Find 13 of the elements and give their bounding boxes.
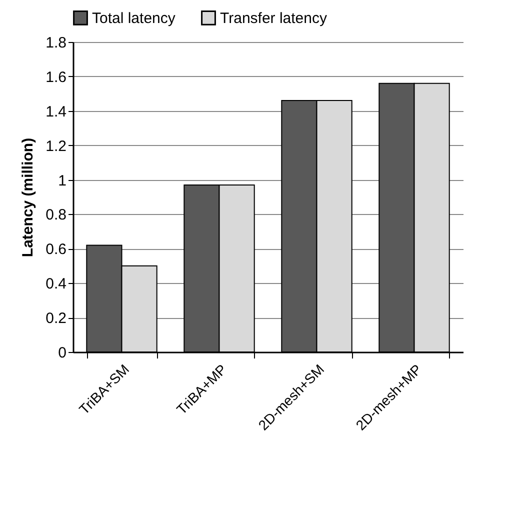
y-tick-label: 1 bbox=[58, 172, 66, 190]
y-tick-label: 0.8 bbox=[46, 206, 66, 224]
y-axis-title: Latency (million) bbox=[20, 138, 37, 258]
y-tick-label: 0.2 bbox=[46, 310, 66, 328]
y-tick-label: 1.2 bbox=[46, 138, 66, 155]
y-tick-label: 0.4 bbox=[46, 276, 66, 293]
y-tick-label: 1.4 bbox=[46, 103, 66, 120]
y-tick-label: 1.8 bbox=[46, 34, 66, 52]
legend-label: Total latency bbox=[92, 10, 176, 27]
y-tick-label: 0.6 bbox=[46, 241, 66, 258]
y-tick-label: 0 bbox=[58, 344, 66, 362]
legend-label: Transfer latency bbox=[220, 10, 328, 27]
y-tick-label: 1.6 bbox=[46, 68, 66, 86]
